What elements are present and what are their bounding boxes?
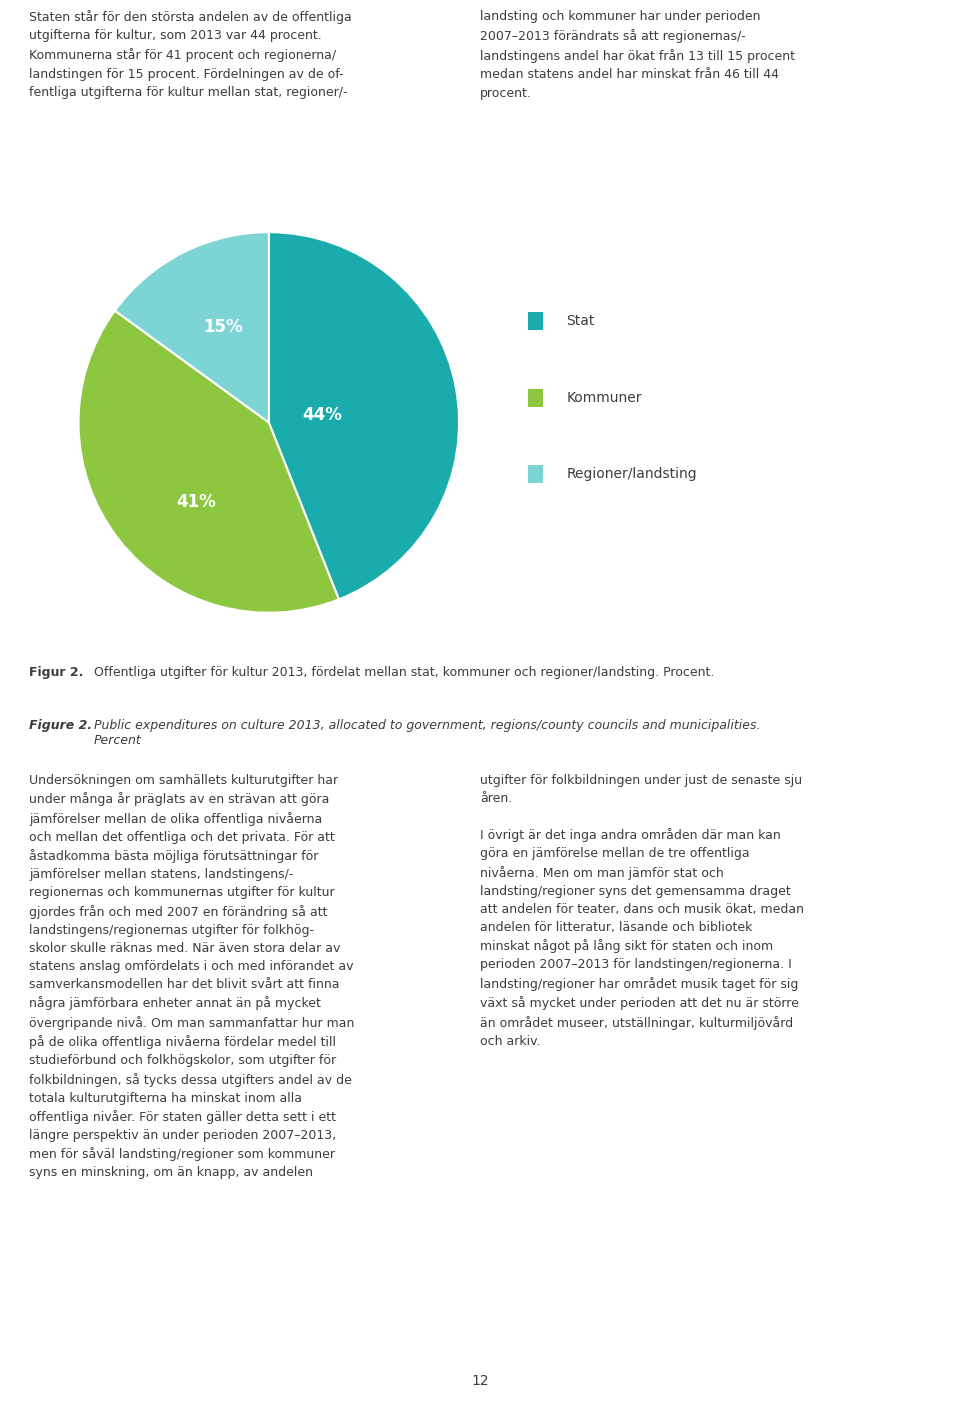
Text: 15%: 15% [204, 318, 243, 337]
Text: Figure 2.: Figure 2. [29, 719, 92, 733]
Wedge shape [79, 311, 339, 612]
Wedge shape [115, 231, 269, 422]
Text: 12: 12 [471, 1375, 489, 1387]
Bar [528, 312, 542, 329]
Text: Kommuner: Kommuner [566, 391, 642, 405]
Wedge shape [269, 231, 459, 599]
Text: Staten står för den största andelen av de offentliga
utgifterna för kultur, som : Staten står för den största andelen av d… [29, 10, 351, 99]
Text: Stat: Stat [566, 314, 595, 328]
Bar [528, 466, 542, 483]
Text: 44%: 44% [302, 406, 342, 423]
Text: Regioner/landsting: Regioner/landsting [566, 467, 697, 481]
Text: 41%: 41% [177, 493, 216, 511]
Text: landsting och kommuner har under perioden
2007–2013 förändrats så att regionerna: landsting och kommuner har under periode… [480, 10, 795, 99]
Bar [528, 389, 542, 406]
Text: utgifter för folkbildningen under just de senaste sju
åren.

I övrigt är det ing: utgifter för folkbildningen under just d… [480, 774, 804, 1048]
Text: Offentliga utgifter för kultur 2013, fördelat mellan stat, kommuner och regioner: Offentliga utgifter för kultur 2013, för… [94, 666, 714, 679]
Text: Figur 2.: Figur 2. [29, 666, 84, 679]
Text: Public expenditures on culture 2013, allocated to government, regions/county cou: Public expenditures on culture 2013, all… [94, 719, 760, 747]
Text: Undersökningen om samhällets kulturutgifter har
under många år präglats av en st: Undersökningen om samhällets kulturutgif… [29, 774, 354, 1180]
